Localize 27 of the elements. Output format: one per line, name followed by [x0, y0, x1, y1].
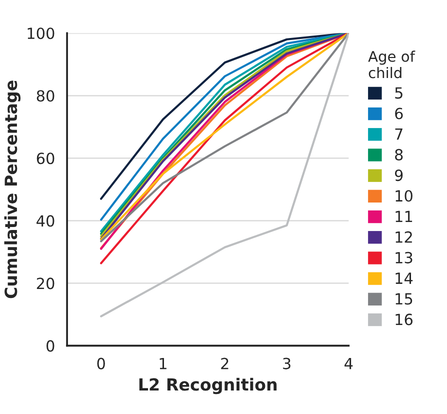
legend-label: 8	[395, 148, 403, 160]
legend-label: 6	[395, 108, 403, 120]
x-tick-label: 0	[97, 358, 105, 370]
legend-label: 11	[396, 210, 412, 222]
legend-label: 7	[395, 128, 402, 140]
y-tick-label: 100	[28, 28, 54, 40]
x-tick-label: 4	[344, 358, 353, 370]
legend-label: 9	[394, 170, 403, 182]
legend-label: 5	[395, 87, 402, 99]
y-tick-label: 40	[36, 215, 54, 227]
x-axis-title: L2 Recognition	[139, 378, 277, 394]
legend-label: 10	[396, 190, 412, 202]
y-tick-label: 80	[36, 90, 54, 102]
legend-label: 13	[396, 252, 412, 264]
line-series	[100, 33, 349, 318]
y-tick-label: 0	[46, 340, 54, 352]
x-tick-label: 3	[283, 358, 290, 370]
legend-title: Age of child	[368, 50, 416, 78]
x-tick-label: 1	[160, 358, 166, 370]
y-tick-label: 20	[36, 278, 54, 290]
y-tick-label: 60	[36, 152, 54, 164]
legend-label: 15	[396, 293, 412, 305]
legend-label: 16	[396, 314, 412, 326]
y-axis-title: Cumulative Percentage	[4, 80, 21, 298]
legend-label: 12	[396, 231, 412, 243]
x-tick-label: 2	[221, 358, 228, 370]
legend-label: 14	[396, 272, 413, 284]
